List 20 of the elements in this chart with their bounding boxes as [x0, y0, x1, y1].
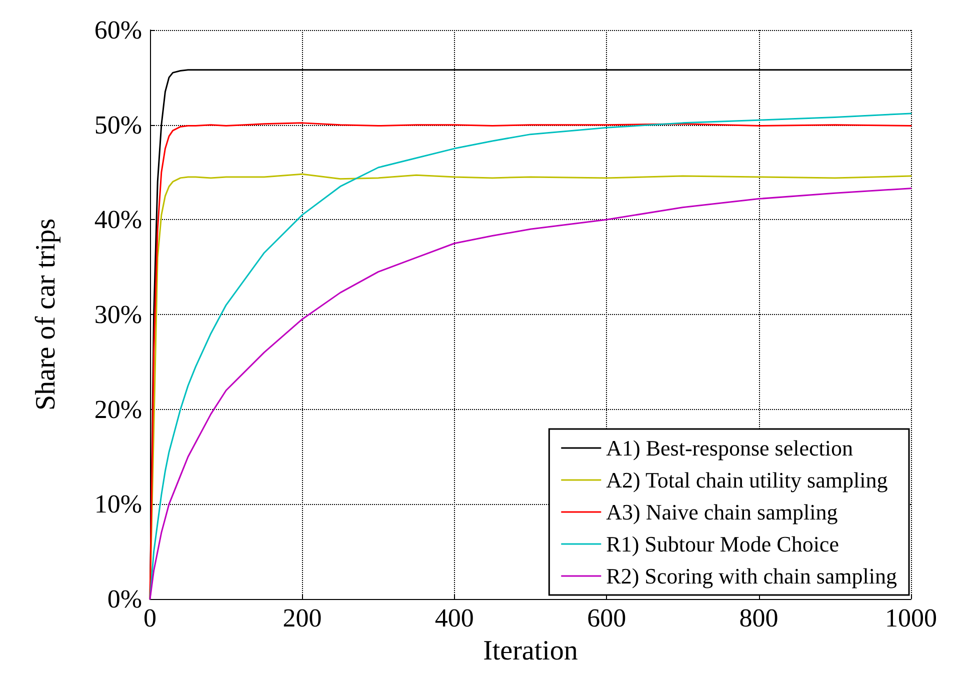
- y-tick-label: 50%: [94, 110, 142, 140]
- x-axis-title: Iteration: [483, 636, 578, 666]
- legend-label: A3) Naive chain sampling: [606, 500, 838, 524]
- y-tick-label: 40%: [94, 205, 142, 234]
- legend-label: R2) Scoring with chain sampling: [606, 564, 898, 588]
- x-tick-label: 0: [144, 604, 156, 632]
- y-tick-label: 30%: [94, 300, 142, 329]
- y-tick-label: 0%: [107, 584, 142, 614]
- x-tick-label: 600: [587, 604, 626, 632]
- y-tick-label: 60%: [94, 16, 142, 44]
- y-tick-label: 10%: [94, 490, 142, 519]
- x-tick-label: 400: [434, 604, 474, 632]
- legend-label: A1) Best-response selection: [606, 436, 853, 460]
- x-tick-label: 800: [739, 604, 778, 632]
- x-tick-label: 1000: [885, 604, 937, 632]
- y-axis-title: Share of car trips: [30, 218, 62, 411]
- legend-label: R1) Subtour Mode Choice: [606, 532, 839, 556]
- y-tick-label: 20%: [94, 394, 142, 424]
- x-tick-label: 200: [282, 604, 322, 632]
- legend-label: A2) Total chain utility sampling: [606, 468, 888, 492]
